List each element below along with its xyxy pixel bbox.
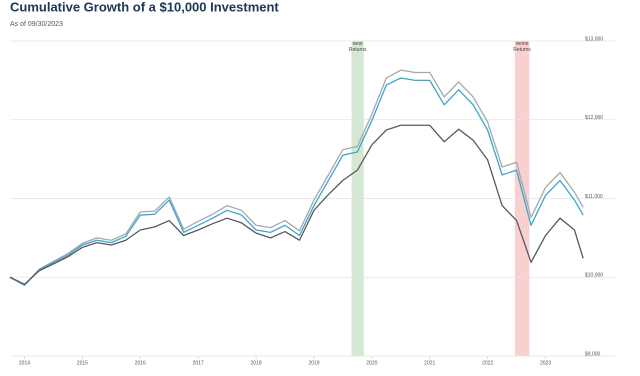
band-label: Best Returns — [348, 42, 367, 53]
chart-subtitle: As of 09/30/2023 — [10, 21, 63, 28]
series-line — [9, 69, 584, 286]
x-tick-label: 2022 — [482, 360, 493, 366]
y-tick-label: $10,000 — [585, 273, 603, 279]
x-tick-label: 2018 — [250, 360, 261, 366]
x-tick-label: 2014 — [19, 360, 30, 366]
series-line — [9, 77, 584, 286]
y-tick-label: $12,000 — [585, 115, 603, 121]
x-tick-label: 2023 — [540, 360, 551, 366]
y-tick-label: $9,000 — [585, 351, 601, 357]
series-line — [9, 124, 584, 285]
band-label-box: Worst Returns — [513, 42, 531, 53]
band-label-box: Best Returns — [348, 42, 367, 53]
y-tick-label: $13,000 — [585, 36, 603, 42]
chart-title: Cumulative Growth of a $10,000 Investmen… — [10, 0, 279, 14]
x-tick-label: 2019 — [308, 360, 319, 366]
x-tick-label: 2017 — [193, 360, 204, 366]
x-tick-label: 2021 — [424, 360, 435, 366]
band-label: Worst Returns — [513, 42, 531, 53]
x-tick-label: 2016 — [135, 360, 146, 366]
y-tick-label: $11,000 — [585, 194, 603, 200]
x-tick-label: 2015 — [77, 360, 88, 366]
x-tick-label: 2020 — [366, 360, 377, 366]
